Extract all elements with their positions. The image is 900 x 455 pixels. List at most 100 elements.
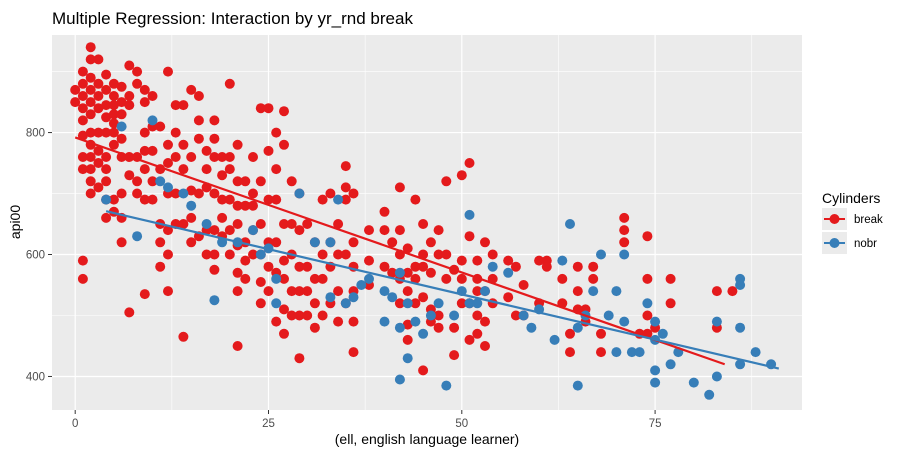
data-point-break [108,100,119,111]
data-point-break [394,298,405,309]
data-point-break [588,261,599,272]
data-point-nobr [186,200,197,211]
data-point-break [139,289,150,300]
data-point-break [387,237,398,248]
data-point-break [348,347,359,358]
data-point-break [348,188,359,199]
data-point-break [85,164,96,175]
data-point-nobr [565,219,575,229]
data-point-break [410,261,421,272]
data-point-break [224,78,235,89]
data-point-break [186,84,197,95]
data-point-nobr [271,298,282,309]
data-point-break [232,341,243,351]
data-point-break [132,188,143,199]
data-point-nobr [394,374,405,385]
data-point-nobr [394,322,405,333]
data-point-break [93,158,104,168]
data-point-nobr [704,389,715,400]
data-point-break [255,103,266,114]
data-point-nobr [209,295,220,306]
data-point-break [333,219,344,229]
data-point-break [116,133,127,144]
data-point-nobr [163,182,173,193]
data-point-break [286,310,297,321]
data-point-break [217,212,228,223]
data-point-nobr [735,280,746,290]
data-point-nobr [688,377,699,388]
data-point-break [255,219,266,229]
data-point-break [309,298,320,309]
data-point-break [348,237,359,248]
data-point-nobr [572,322,583,333]
data-point-break [147,91,158,101]
data-point-nobr [418,328,429,339]
data-point-break [727,286,738,297]
data-point-break [93,103,104,114]
data-point-break [85,97,96,108]
data-point-nobr [557,255,568,266]
data-point-break [418,365,429,376]
data-point-nobr [596,249,606,260]
data-point-nobr [650,316,661,327]
data-point-break [108,118,119,129]
data-point-break [232,176,243,187]
data-point-nobr [665,359,676,370]
data-point-break [101,84,112,95]
data-point-break [101,112,112,123]
y-tick-label: 600 [26,250,45,262]
data-point-nobr [750,347,761,358]
regression-line-break [74,136,726,366]
data-point-break [572,286,583,297]
data-point-break [472,310,483,321]
data-point-nobr [325,292,336,303]
data-point-break [271,237,282,248]
data-point-break [93,182,104,193]
data-point-break [217,152,228,162]
data-point-break [480,237,490,248]
data-point-break [379,261,390,272]
data-point-break [209,152,220,162]
data-point-break [101,69,112,80]
data-point-nobr [611,347,622,358]
data-point-break [139,194,150,205]
data-point-nobr [201,219,212,229]
data-point-break [193,115,204,126]
data-point-break [147,194,158,205]
data-point-break [232,219,243,229]
data-point-break [163,66,173,77]
data-point-break [209,115,220,126]
data-point-break [209,249,220,260]
data-point-break [441,249,452,260]
data-point-break [163,249,173,260]
data-point-break [317,194,328,205]
data-point-break [193,91,204,101]
data-point-break [116,188,127,199]
data-point-break [101,212,112,223]
data-point-break [294,286,305,297]
data-point-break [201,145,212,156]
data-point-break [425,267,436,278]
x-tick-label: 25 [262,418,275,430]
data-point-nobr [255,249,266,260]
data-point-break [77,66,88,77]
data-point-break [572,261,583,272]
data-point-break [402,319,413,330]
data-point-break [309,273,320,284]
data-point-break [379,206,390,217]
data-point-break [518,280,529,290]
data-point-break [433,249,444,260]
legend-marker-break [829,214,840,224]
data-point-break [665,298,676,309]
data-point-nobr [611,286,622,297]
data-point-break [77,255,88,266]
data-point-nobr [526,322,537,333]
data-point-break [85,84,96,95]
data-point-break [163,139,173,150]
data-point-break [93,127,104,138]
data-point-break [619,225,630,236]
data-point-break [108,194,119,205]
data-point-break [108,109,119,120]
data-point-break [186,185,197,196]
